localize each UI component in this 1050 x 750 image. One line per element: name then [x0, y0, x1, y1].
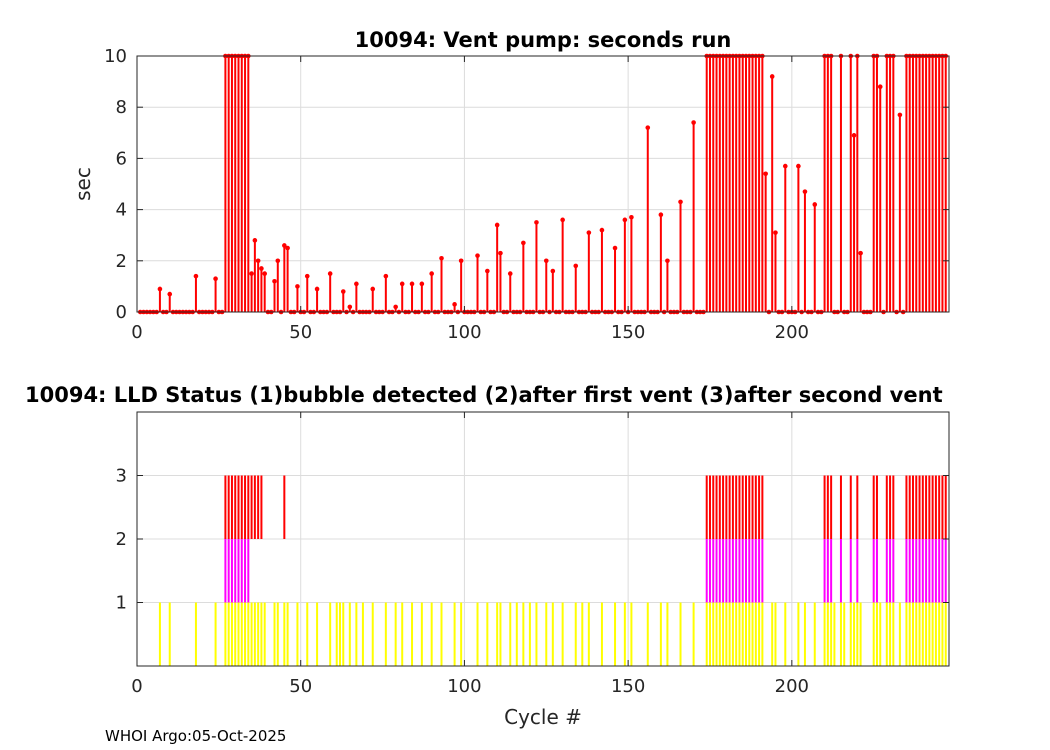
- stem-marker: [665, 258, 670, 264]
- stem-marker: [691, 120, 696, 125]
- bars-bottom: [158, 475, 947, 666]
- top-x-tick-label: 0: [131, 322, 142, 343]
- stem-marker: [622, 217, 628, 223]
- bottom-x-tick-label: 200: [775, 676, 809, 697]
- stem-marker: [851, 133, 857, 138]
- stem-marker: [295, 284, 300, 289]
- stem-marker: [304, 273, 310, 279]
- stem-marker: [645, 125, 651, 130]
- bottom-x-tick-label: 150: [611, 676, 645, 697]
- vent-pump-chart: 0 50 100 150 200 0 2 4 6 8 10 10094: Vent pump: se…: [71, 28, 950, 343]
- stem-marker: [393, 304, 398, 310]
- stem-marker: [419, 281, 425, 287]
- stem-marker: [255, 258, 261, 264]
- stem-marker: [252, 238, 258, 243]
- stem-marker: [877, 84, 883, 90]
- top-x-tick-label: 50: [289, 322, 312, 343]
- bottom-x-tick-label: 100: [447, 676, 481, 697]
- stem-marker: [498, 250, 503, 256]
- ticks-bottom: 0 50 100 150 200 1 2 3: [116, 412, 949, 697]
- footer-label: WHOI Argo:05-Oct-2025: [105, 727, 286, 745]
- x-axis-label-bottom: Cycle #: [504, 705, 582, 729]
- stem-marker: [769, 74, 775, 79]
- stem-marker: [157, 286, 163, 292]
- stem-marker: [773, 230, 778, 235]
- stem-marker: [354, 281, 359, 287]
- stem-marker: [763, 171, 768, 177]
- stem-marker: [475, 253, 480, 258]
- stem-marker: [383, 273, 389, 279]
- stem-marker: [399, 281, 405, 287]
- stem-marker: [213, 276, 218, 282]
- stem-marker: [452, 302, 457, 307]
- bottom-y-tick-label: 1: [116, 593, 127, 614]
- stem-marker: [858, 250, 863, 256]
- bottom-y-tick-label: 2: [116, 529, 127, 550]
- top-y-tick-label: 8: [116, 97, 127, 118]
- plot-area-top: [137, 56, 949, 312]
- stem-marker: [550, 268, 556, 274]
- stem-marker: [347, 304, 353, 310]
- stem-marker: [485, 268, 490, 274]
- stem-marker: [599, 227, 605, 233]
- chart-title-bottom: 10094: LLD Status (1)bubble detected (2)…: [25, 383, 943, 407]
- stem-marker: [897, 112, 903, 118]
- top-y-tick-label: 10: [104, 46, 127, 67]
- stem-marker: [560, 217, 565, 223]
- stem-marker: [249, 271, 254, 276]
- stem-marker: [586, 230, 592, 235]
- top-y-tick-label: 2: [116, 251, 127, 272]
- stem-marker: [340, 289, 346, 294]
- stem-marker: [629, 214, 634, 220]
- stem-marker: [612, 245, 618, 251]
- stem-marker: [802, 189, 808, 194]
- bottom-x-tick-label: 0: [131, 676, 142, 697]
- bottom-y-tick-label: 3: [116, 466, 127, 487]
- stem-marker: [812, 202, 818, 207]
- stem-marker: [573, 263, 579, 269]
- stem-marker: [658, 212, 664, 218]
- bottom-x-tick-label: 50: [289, 676, 312, 697]
- stem-marker: [429, 271, 434, 276]
- top-x-tick-label: 100: [447, 322, 481, 343]
- stem-marker: [370, 286, 376, 292]
- top-y-tick-label: 0: [116, 302, 127, 323]
- stem-marker: [494, 222, 500, 228]
- plot-frame-top: [136, 55, 950, 313]
- stem-marker: [275, 258, 281, 264]
- ticks-top: 0 50 100 150 200 0 2 4 6 8 10: [104, 46, 949, 343]
- stem-marker: [409, 281, 415, 287]
- stem-marker: [282, 243, 287, 248]
- stems-top: [137, 53, 949, 315]
- stem-marker: [507, 271, 513, 276]
- stem-marker: [534, 220, 539, 225]
- top-x-tick-label: 150: [611, 322, 645, 343]
- stem-marker: [193, 273, 199, 279]
- top-x-tick-label: 200: [775, 322, 809, 343]
- stem-marker: [796, 163, 801, 169]
- stem-marker: [285, 245, 290, 251]
- stem-marker: [439, 255, 444, 261]
- top-y-tick-label: 6: [116, 148, 127, 169]
- stem-marker: [678, 199, 683, 205]
- stem-marker: [521, 240, 526, 246]
- stem-marker: [458, 258, 464, 264]
- stem-marker: [543, 258, 549, 264]
- stem-marker: [782, 163, 788, 169]
- stem-marker: [167, 291, 173, 297]
- stem-marker: [262, 271, 267, 276]
- lld-status-chart: 0 50 100 150 200 1 2 3 10094: LLD Status (1)bub…: [25, 383, 950, 729]
- chart-title-top: 10094: Vent pump: seconds run: [355, 28, 732, 52]
- y-axis-label-top: sec: [71, 167, 95, 201]
- stem-marker: [314, 286, 320, 292]
- stem-marker: [259, 266, 264, 271]
- stem-marker: [327, 271, 333, 276]
- top-y-tick-label: 4: [116, 200, 127, 221]
- stem-marker: [272, 278, 277, 284]
